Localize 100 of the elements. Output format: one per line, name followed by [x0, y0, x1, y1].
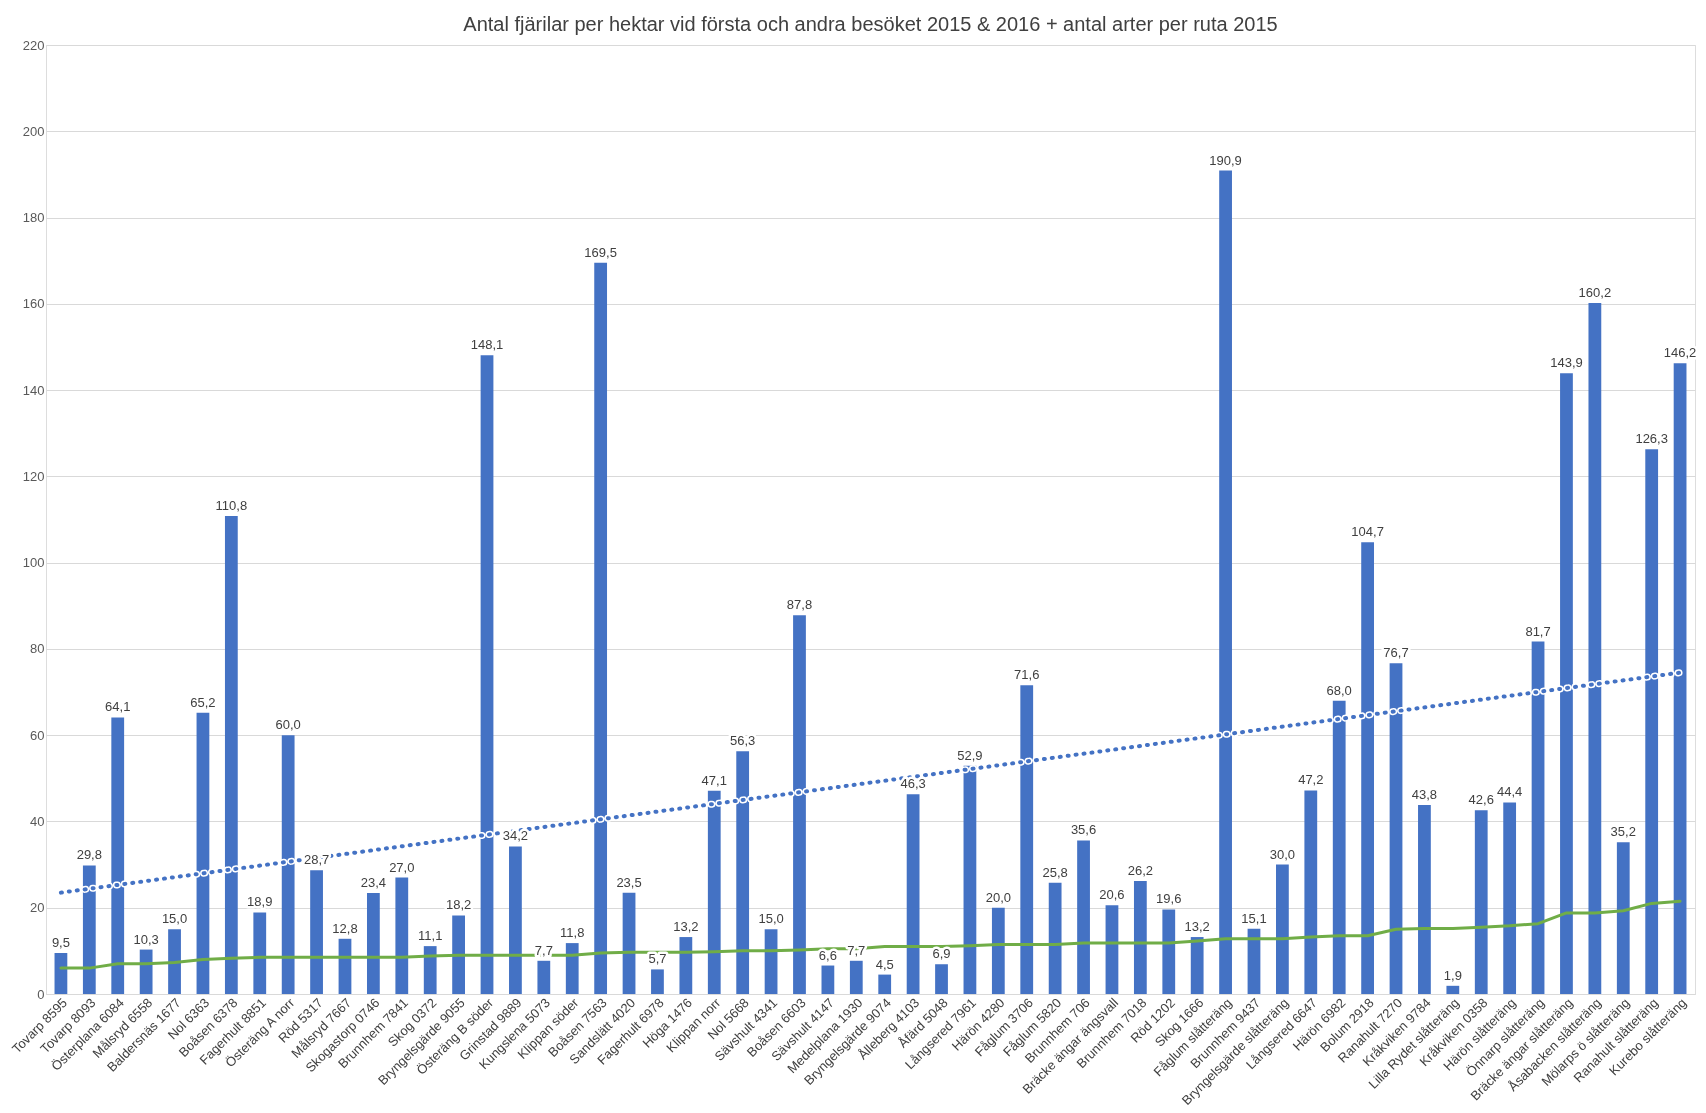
data-label: 30,0: [1269, 846, 1296, 862]
data-label: 23,4: [360, 875, 387, 891]
data-label: 110,8: [215, 498, 248, 514]
data-label: 65,2: [190, 694, 216, 710]
data-label: 160,2: [1578, 284, 1612, 300]
bar: [1105, 905, 1119, 994]
y-tick-label: 80: [30, 641, 45, 657]
y-tick-label: 120: [22, 468, 45, 484]
data-label: 47,1: [701, 772, 727, 788]
data-label: 26,2: [1127, 862, 1154, 878]
data-label: 42,6: [1468, 792, 1494, 808]
y-tick-label: 220: [22, 37, 45, 53]
data-label: 11,8: [560, 925, 585, 941]
data-label: 52,9: [957, 747, 983, 763]
data-label: 18,9: [247, 894, 273, 910]
data-label: 20,0: [985, 889, 1011, 905]
bar: [1077, 840, 1090, 994]
data-label: 15,0: [161, 911, 188, 927]
data-label: 68,0: [1326, 682, 1352, 698]
y-tick-label: 140: [22, 382, 45, 398]
data-label: 46,3: [900, 776, 926, 792]
data-label: 44,4: [1496, 784, 1523, 800]
data-label: 148,1: [470, 337, 504, 353]
chart-title: Antal fjärilar per hektar vid första och andra besöket 2015 & 2016 + antal arter per ruta 2015: [463, 13, 1278, 35]
bar: [139, 949, 153, 994]
data-label: 76,7: [1383, 645, 1409, 661]
data-label: 29,8: [76, 847, 102, 863]
data-label: 126,3: [1635, 431, 1668, 447]
data-label: 43,8: [1411, 787, 1438, 803]
data-label: 19,6: [1156, 891, 1182, 907]
data-label: 60,0: [275, 717, 301, 733]
bar: [509, 846, 522, 994]
data-label: 9,5: [51, 935, 70, 951]
bar: [1418, 805, 1431, 994]
bar: [1190, 937, 1204, 994]
data-label: 87,8: [786, 597, 813, 613]
bar: [622, 892, 636, 994]
data-label: 15,0: [758, 911, 784, 927]
data-label: 47,2: [1298, 772, 1324, 788]
data-label: 81,7: [1525, 623, 1551, 639]
bar: [1162, 909, 1176, 994]
data-label: 190,9: [1209, 152, 1242, 168]
data-label: 6,6: [818, 947, 837, 963]
bar: [935, 964, 948, 994]
bar: [1133, 880, 1147, 994]
data-label: 28,7: [303, 852, 330, 868]
data-label: 64,1: [105, 699, 131, 715]
bar: [906, 794, 920, 994]
bar: [821, 965, 835, 994]
data-label: 15,1: [1241, 910, 1267, 926]
data-label: 25,8: [1042, 864, 1068, 880]
bar: [423, 946, 437, 994]
bar: [849, 960, 863, 994]
y-tick-label: 40: [30, 813, 45, 829]
data-label: 27,0: [389, 859, 415, 875]
bar: [537, 960, 551, 994]
bar: [1503, 802, 1517, 994]
data-label: 143,9: [1550, 355, 1583, 371]
bar: [651, 969, 664, 994]
data-label: 13,2: [673, 919, 699, 935]
bar: [565, 943, 579, 994]
y-tick-label: 180: [22, 210, 45, 226]
data-label: 71,6: [1014, 667, 1040, 683]
bar: [54, 953, 68, 994]
data-label: 146,2: [1663, 345, 1697, 361]
bar: [679, 937, 693, 994]
data-label: 13,2: [1184, 919, 1210, 935]
data-label: 169,5: [584, 244, 617, 260]
data-label: 104,7: [1351, 524, 1384, 540]
bar: [452, 915, 465, 994]
y-tick-label: 0: [37, 986, 45, 1002]
data-label: 6,9: [932, 946, 951, 962]
bar: [395, 877, 409, 994]
bar: [168, 929, 181, 994]
bar: [1048, 882, 1062, 994]
bar: [366, 893, 380, 994]
bar: [253, 912, 267, 994]
data-label: 20,6: [1099, 887, 1125, 903]
data-label: 34,2: [502, 828, 529, 844]
y-tick-label: 100: [22, 555, 45, 571]
bar: [991, 907, 1005, 994]
y-tick-label: 20: [30, 900, 45, 916]
data-label: 56,3: [730, 733, 756, 749]
y-tick-label: 160: [22, 296, 45, 312]
bar: [1304, 790, 1318, 994]
data-label: 35,6: [1070, 822, 1097, 838]
bar: [1616, 842, 1630, 994]
bar: [1276, 864, 1289, 994]
bar: [1446, 985, 1460, 994]
data-label: 5,7: [648, 951, 667, 967]
data-label: 11,1: [418, 928, 443, 944]
y-tick-label: 60: [30, 727, 45, 743]
bar: [878, 974, 892, 994]
bar: [764, 929, 778, 994]
data-label: 1,9: [1443, 967, 1462, 983]
data-label: 12,8: [332, 920, 358, 936]
data-label: 18,2: [445, 897, 472, 913]
data-label: 23,5: [616, 874, 642, 890]
data-label: 4,5: [875, 956, 894, 972]
y-tick-label: 200: [22, 123, 45, 139]
